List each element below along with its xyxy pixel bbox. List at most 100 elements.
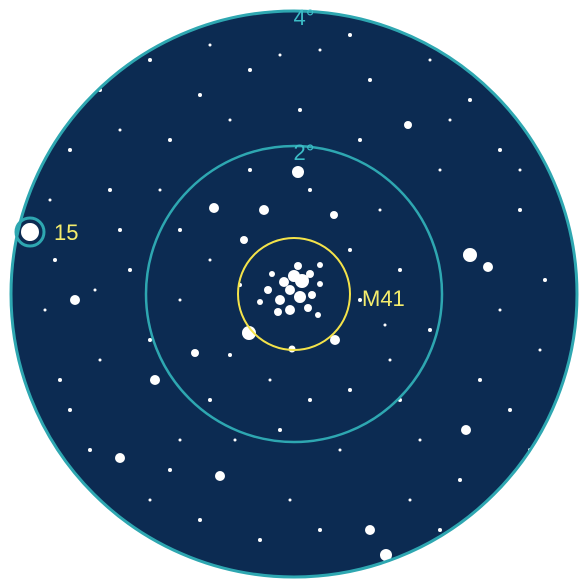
faint-star (384, 324, 387, 327)
faint-star (498, 148, 502, 152)
faint-star (543, 278, 547, 282)
faint-star (118, 228, 122, 232)
faint-star (119, 129, 122, 132)
faint-star (518, 208, 522, 212)
faint-star (439, 169, 442, 172)
faint-star (58, 378, 62, 382)
faint-star (278, 428, 282, 432)
faint-star (128, 268, 132, 272)
bright-star (150, 375, 160, 385)
fov-label-outer: 4° (293, 5, 314, 30)
faint-star (318, 528, 322, 532)
faint-star (358, 138, 362, 142)
faint-star (339, 449, 342, 452)
bright-star (463, 248, 477, 262)
faint-star (348, 33, 352, 37)
highlighted-star-label: 15 (54, 220, 78, 245)
faint-star (409, 499, 412, 502)
faint-star (168, 138, 172, 142)
faint-star (198, 93, 202, 97)
faint-star (49, 199, 52, 202)
bright-star (404, 121, 412, 129)
cluster-star (294, 262, 302, 270)
faint-star (44, 309, 47, 312)
faint-star (248, 168, 252, 172)
faint-star (248, 68, 252, 72)
cluster-star (317, 281, 323, 287)
faint-star (148, 338, 152, 342)
faint-star (159, 189, 162, 192)
faint-star (539, 349, 542, 352)
cluster-star (285, 285, 295, 295)
faint-star (208, 398, 212, 402)
cluster-star (304, 304, 312, 312)
bright-star (209, 203, 219, 213)
bright-star (492, 550, 512, 570)
faint-star (368, 78, 372, 82)
faint-star (99, 359, 102, 362)
cluster-star (264, 286, 272, 294)
faint-star (94, 289, 97, 292)
cluster-star (315, 312, 321, 318)
faint-star (68, 408, 72, 412)
faint-star (348, 248, 352, 252)
faint-star (289, 499, 292, 502)
faint-star (389, 359, 392, 362)
bright-star (191, 349, 199, 357)
faint-star (179, 299, 182, 302)
faint-star (348, 388, 352, 392)
faint-star (149, 499, 152, 502)
faint-star (519, 169, 522, 172)
cluster-star (285, 305, 295, 315)
faint-star (308, 398, 312, 402)
faint-star (209, 259, 212, 262)
bright-star (240, 236, 248, 244)
cluster-star (294, 291, 306, 303)
faint-star (88, 448, 92, 452)
faint-star (499, 309, 502, 312)
faint-star (298, 108, 302, 112)
cluster-star (308, 291, 316, 299)
faint-star (319, 49, 322, 52)
bright-star (292, 166, 304, 178)
faint-star (209, 44, 212, 47)
faint-star (279, 54, 282, 57)
faint-star (168, 468, 172, 472)
faint-star (198, 518, 202, 522)
cluster-star (269, 271, 275, 277)
faint-star (419, 439, 422, 442)
faint-star (148, 58, 152, 62)
faint-star (508, 408, 512, 412)
faint-star (234, 439, 237, 442)
faint-star (68, 148, 72, 152)
faint-star (398, 268, 402, 272)
object-label: M41 (362, 286, 405, 311)
faint-star (258, 538, 262, 542)
faint-star (308, 188, 312, 192)
faint-star (179, 439, 182, 442)
faint-star (429, 59, 432, 62)
faint-star (458, 478, 462, 482)
faint-star (379, 209, 382, 212)
bright-star (259, 205, 269, 215)
bright-star (70, 295, 80, 305)
bright-star (483, 262, 493, 272)
cluster-star (274, 308, 282, 316)
sky-disk (11, 11, 577, 577)
faint-star (468, 98, 472, 102)
faint-star (53, 258, 57, 262)
faint-star (269, 379, 272, 382)
faint-star (428, 328, 432, 332)
bright-star (461, 425, 471, 435)
faint-star (438, 528, 442, 532)
highlighted-star (21, 223, 39, 241)
fov-label-inner: 2° (293, 140, 314, 165)
bright-star (215, 471, 225, 481)
cluster-star (275, 295, 285, 305)
faint-star (229, 119, 232, 122)
cluster-star (279, 277, 289, 287)
cluster-star (257, 299, 263, 305)
cluster-star (317, 262, 323, 268)
bright-star (115, 453, 125, 463)
faint-star (228, 353, 232, 357)
